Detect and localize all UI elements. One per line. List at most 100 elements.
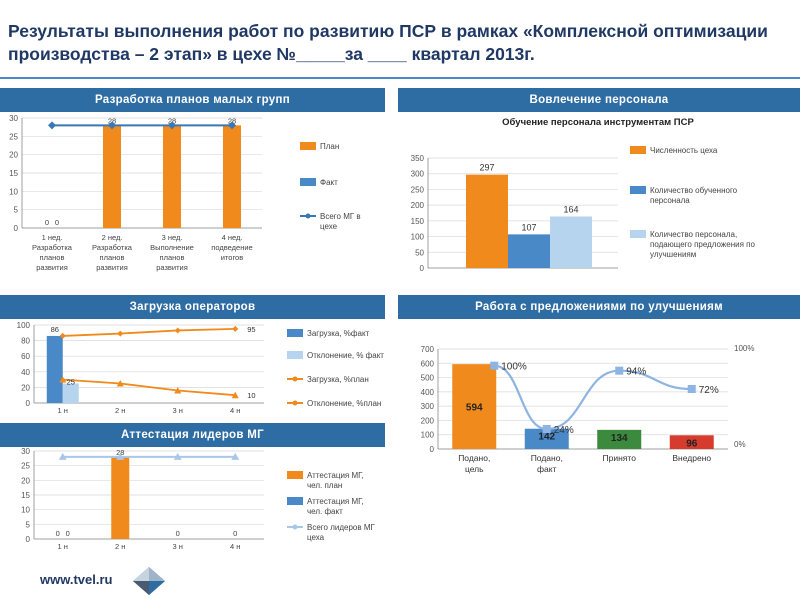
y-tick-label: 80 xyxy=(21,337,30,346)
x-tick-label: 4 н xyxy=(230,406,240,415)
y-tick-label: 500 xyxy=(421,374,435,383)
y-tick-label: 700 xyxy=(421,345,435,354)
legend-swatch xyxy=(287,329,303,337)
x-tick-label: Подано, факт xyxy=(531,453,563,474)
data-label: 0 xyxy=(66,529,70,538)
x-tick-label: 2 нед. Разработка планов развития xyxy=(92,233,133,272)
operators-chart: 0 20 40 60 80 100 1 н 2 н 3 н 4 н 86 25 95 10 Загрузка… xyxy=(17,321,385,415)
series-line-operators xyxy=(62,378,236,397)
legend-label: Загрузка, %план xyxy=(307,375,369,384)
y-tick-label: 30 xyxy=(9,114,18,123)
data-label: 164 xyxy=(563,204,578,214)
data-label: 28 xyxy=(168,116,176,125)
line-point-leaders xyxy=(231,452,240,460)
panel-header-small-groups: Разработка планов малых групп xyxy=(0,88,385,112)
x-tick-label: 1 н xyxy=(58,406,68,415)
y2-tick-label: 100% xyxy=(734,344,754,353)
data-label: 142 xyxy=(538,432,555,443)
y-tick-label: 300 xyxy=(421,402,435,411)
line-point-total xyxy=(168,121,176,130)
bar-improvements xyxy=(597,429,642,449)
y-tick-label: 5 xyxy=(26,520,31,529)
x-tick-label: 4 нед. подведение итогов xyxy=(211,233,252,262)
bar-load-fact xyxy=(46,335,63,403)
bar-personnel xyxy=(508,234,550,268)
legend-marker xyxy=(292,376,298,382)
series-line-percent xyxy=(494,364,692,431)
bar-improvements xyxy=(524,428,569,449)
x-tick-label: 2 н xyxy=(115,542,125,551)
x-tick-label: 3 н xyxy=(173,406,183,415)
series-line-operators xyxy=(62,328,236,337)
y-tick-label: 15 xyxy=(9,169,18,178)
bar-personnel xyxy=(466,174,508,268)
y-tick-label: 30 xyxy=(21,447,30,456)
legend-marker xyxy=(305,213,311,219)
bar-improvements xyxy=(669,435,714,449)
data-label: 0 xyxy=(55,218,59,227)
line-point-percent xyxy=(687,385,696,393)
line-point xyxy=(232,325,239,332)
bar-dev-fact xyxy=(62,383,79,403)
y-tick-label: 150 xyxy=(411,217,425,226)
point-label: 24% xyxy=(554,425,574,436)
y-tick-label: 250 xyxy=(411,185,425,194)
line-point-leaders xyxy=(173,452,182,460)
legend-label: Всего МГ в цехе xyxy=(320,212,361,231)
legend-swatch xyxy=(300,178,316,186)
data-label: 25 xyxy=(67,378,75,387)
tvel-logo-icon xyxy=(133,567,165,595)
line-point-total xyxy=(228,121,236,130)
data-label: 28 xyxy=(228,116,236,125)
x-tick-label: 3 н xyxy=(173,542,183,551)
y-tick-label: 100 xyxy=(17,321,31,330)
point-label: 94% xyxy=(626,367,646,378)
legend-label: Отклонение, % факт xyxy=(307,351,384,360)
data-label: 0 xyxy=(233,529,237,538)
line-point xyxy=(116,380,124,387)
data-label: 0 xyxy=(56,529,60,538)
data-label: 594 xyxy=(466,403,483,414)
line-point xyxy=(174,387,182,394)
footer-url[interactable]: www.tvel.ru xyxy=(40,572,113,587)
legend-swatch xyxy=(287,471,303,479)
x-tick-label: 1 нед. Разработка планов развития xyxy=(32,233,73,272)
personnel-chart: Обучение персонала инструментам ПСР 0 50 10… xyxy=(411,117,756,273)
bar-plan xyxy=(103,125,121,228)
data-label: 0 xyxy=(176,529,180,538)
legend-label: Всего лидеров МГ цеха xyxy=(307,523,375,542)
line-point xyxy=(117,330,124,337)
line-point-leaders xyxy=(116,452,125,460)
y-tick-label: 100 xyxy=(411,233,425,242)
x-tick-label: Внедрено xyxy=(672,453,711,463)
panel-header-personnel: Вовлечение персонала xyxy=(398,88,800,112)
legend-label: Аттестация МГ, чел. план xyxy=(307,471,364,490)
panel-header-leaders: Аттестация лидеров МГ xyxy=(0,423,385,447)
legend-swatch xyxy=(630,230,646,238)
legend-swatch xyxy=(630,146,646,154)
bar-plan xyxy=(163,125,181,228)
y-tick-label: 10 xyxy=(21,506,30,515)
y-tick-label: 40 xyxy=(21,368,30,377)
y-tick-label: 0 xyxy=(26,399,31,408)
x-tick-label: Принято xyxy=(603,453,637,463)
line-point-percent xyxy=(542,425,551,433)
y-tick-label: 25 xyxy=(9,132,18,141)
y-tick-label: 600 xyxy=(421,359,435,368)
y-tick-label: 10 xyxy=(9,187,18,196)
legend-marker xyxy=(292,400,298,406)
y-tick-label: 60 xyxy=(21,352,30,361)
line-point xyxy=(174,327,181,334)
line-point-total xyxy=(108,121,116,130)
y-tick-label: 0 xyxy=(420,264,425,273)
y-tick-label: 200 xyxy=(421,416,435,425)
legend-label: Факт xyxy=(320,178,338,187)
y2-tick-label: 0% xyxy=(734,440,746,449)
y-tick-label: 5 xyxy=(14,206,19,215)
panel-header-operators: Загрузка операторов xyxy=(0,295,385,319)
legend-label: Отклонение, %план xyxy=(307,399,381,408)
chart-title: Обучение персонала инструментам ПСР xyxy=(502,117,694,128)
data-label: 107 xyxy=(521,222,536,232)
bar-improvements xyxy=(452,364,497,449)
